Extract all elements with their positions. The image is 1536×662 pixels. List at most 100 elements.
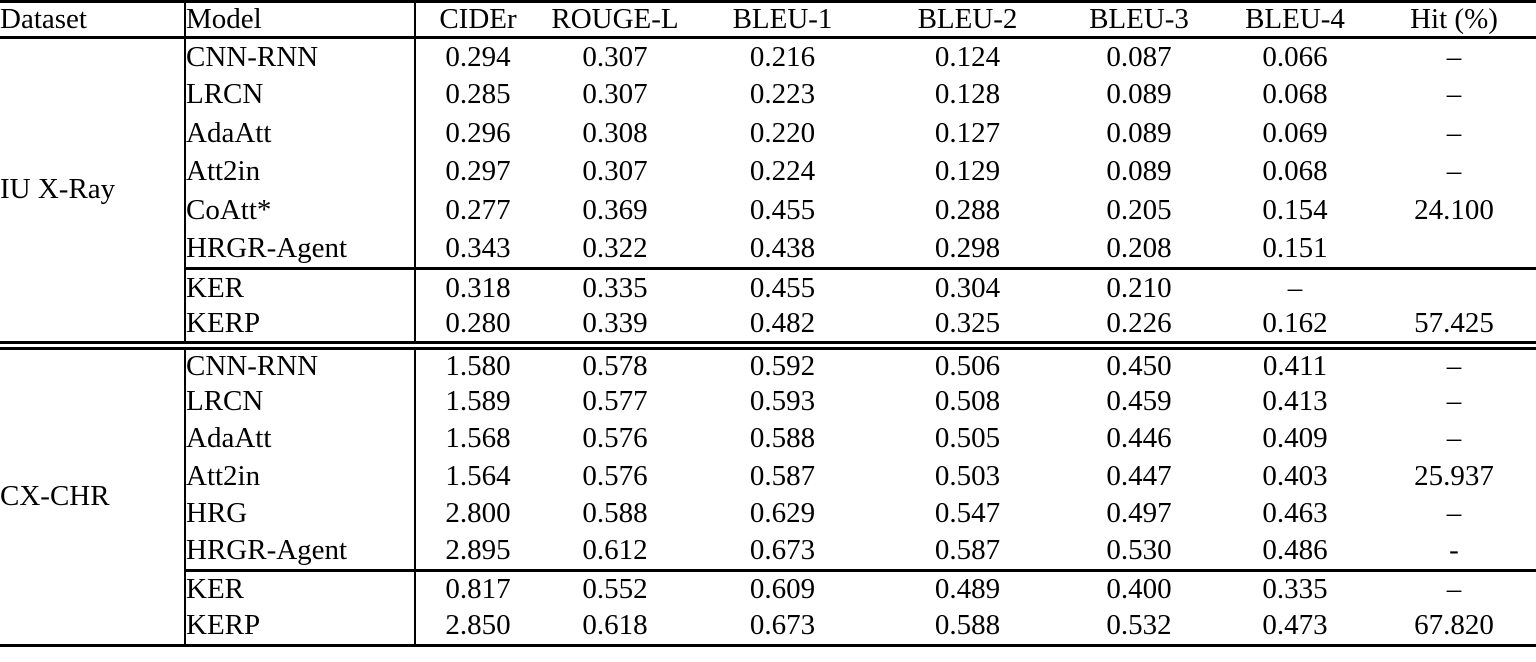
metric-cell: 0.224	[749, 155, 816, 188]
metric-cell: 0.532	[1106, 609, 1172, 642]
dataset-label: CX-CHR	[0, 341, 186, 646]
metric-cell: 2.850	[445, 609, 511, 642]
metric-cell: 0.455	[690, 267, 875, 307]
metric-cell: 0.089	[1106, 155, 1172, 188]
metric-cell: 1.568	[445, 422, 511, 455]
metric-cell: –	[1446, 384, 1462, 417]
metric-cell: 0.576	[582, 459, 648, 492]
section-cx-chr: CX-CHR CNN-RNN 1.580 0.578 0.592 0.506 0…	[0, 341, 1536, 646]
metric-cell: -	[1449, 534, 1459, 567]
model-cell: KERP	[185, 307, 416, 346]
metric-cell: –	[1372, 569, 1536, 608]
metric-cell: 0.588	[749, 422, 816, 455]
dataset-label: IU X-Ray	[0, 37, 186, 346]
metric-cell: 0.205	[1106, 193, 1172, 226]
header-row: Dataset Model CIDEr ROUGE-L BLEU-1 BLEU-…	[0, 1, 1536, 39]
metric-cell: 0.223	[749, 78, 816, 111]
model-cell: Att2in	[185, 153, 416, 192]
metric-cell: –	[1446, 155, 1462, 188]
table-row: AdaAtt 1.568 0.576 0.588 0.505 0.446 0.4…	[0, 420, 1536, 458]
metric-cell: –	[1446, 78, 1462, 111]
metric-cell: 0.459	[1106, 384, 1172, 417]
metric-cell: 0.335	[540, 267, 690, 307]
metric-cell: 0.162	[1262, 307, 1328, 340]
metric-cell: 0.297	[445, 155, 511, 188]
metric-cell: 0.400	[1060, 569, 1218, 608]
metric-cell: 0.413	[1262, 384, 1328, 417]
model-cell: Att2in	[185, 458, 416, 496]
metric-cell: 0.089	[1106, 78, 1172, 111]
metric-cell: 0.587	[934, 534, 1001, 567]
model-cell: LRCN	[185, 76, 416, 115]
metric-cell: 0.629	[749, 497, 816, 530]
metric-cell: 0.220	[749, 116, 816, 149]
metric-cell: 2.895	[445, 534, 511, 567]
model-cell: CoAtt*	[185, 191, 416, 230]
table-row: IU X-Ray CNN-RNN 0.294 0.307 0.216 0.124…	[0, 37, 1536, 346]
metric-cell: 0.343	[445, 231, 511, 264]
model-cell: CNN-RNN	[185, 341, 416, 383]
metric-cell: 0.588	[934, 609, 1001, 642]
metric-cell: 0.068	[1262, 155, 1328, 188]
results-table: Dataset Model CIDEr ROUGE-L BLEU-1 BLEU-…	[0, 0, 1536, 647]
metric-cell: 0.450	[1060, 341, 1218, 383]
metric-cell	[1372, 230, 1536, 269]
col-header-rouge-l: ROUGE-L	[540, 1, 690, 39]
metric-cell: 0.087	[1106, 40, 1172, 73]
metric-cell: –	[1446, 116, 1462, 149]
table-row: AdaAtt 0.296 0.308 0.220 0.127 0.089 0.0…	[0, 114, 1536, 153]
metric-cell: 0.089	[1106, 116, 1172, 149]
metric-cell: 0.473	[1262, 609, 1328, 642]
col-header-bleu-4: BLEU-4	[1218, 1, 1372, 39]
metric-cell: 0.066	[1262, 40, 1328, 73]
metric-cell: 0.129	[934, 155, 1001, 188]
metric-cell: 0.280	[445, 307, 511, 340]
metric-cell: 0.817	[415, 569, 540, 608]
metric-cell: 0.335	[1218, 569, 1372, 608]
section-iu-xray: IU X-Ray CNN-RNN 0.294 0.307 0.216 0.124…	[0, 37, 1536, 346]
metric-cell: 0.486	[1262, 534, 1328, 567]
table-row: LRCN 0.285 0.307 0.223 0.128 0.089 0.068…	[0, 76, 1536, 115]
metric-cell: 0.294	[445, 40, 511, 73]
model-cell: HRGR-Agent	[185, 533, 416, 571]
metric-cell: 0.489	[875, 569, 1060, 608]
metric-cell: 0.128	[934, 78, 1001, 111]
metric-cell: 0.508	[934, 384, 1001, 417]
metric-cell: 0.612	[582, 534, 648, 567]
metric-cell: 0.455	[749, 193, 816, 226]
metric-cell: 57.425	[1414, 307, 1494, 340]
metric-cell: 0.296	[445, 116, 511, 149]
metric-cell: 0.530	[1106, 534, 1172, 567]
col-header-hit: Hit (%)	[1372, 1, 1536, 39]
metric-cell: 0.497	[1106, 497, 1172, 530]
table-row: Att2in 0.297 0.307 0.224 0.129 0.089 0.0…	[0, 153, 1536, 192]
metric-cell: 0.577	[582, 384, 648, 417]
metric-cell: 0.325	[934, 307, 1001, 340]
metric-cell: 1.589	[445, 384, 511, 417]
model-cell: HRGR-Agent	[185, 230, 416, 269]
col-header-bleu-3: BLEU-3	[1060, 1, 1218, 39]
metric-cell: 0.576	[582, 422, 648, 455]
metric-cell: 0.506	[875, 341, 1060, 383]
metric-cell: 0.151	[1262, 231, 1328, 264]
metric-cell: 0.446	[1106, 422, 1172, 455]
metric-cell: 0.216	[749, 40, 816, 73]
table-row: CX-CHR CNN-RNN 1.580 0.578 0.592 0.506 0…	[0, 341, 1536, 646]
metric-cell: 0.127	[934, 116, 1001, 149]
metric-cell: –	[1372, 341, 1536, 383]
metric-cell: 0.322	[582, 231, 648, 264]
metric-cell: 0.298	[934, 231, 1001, 264]
metric-cell: 0.154	[1262, 193, 1328, 226]
table-row: KERP 0.280 0.339 0.482 0.325 0.226 0.162…	[0, 307, 1536, 346]
metric-cell: 0.068	[1262, 78, 1328, 111]
metric-cell: 0.210	[1060, 267, 1218, 307]
metric-cell: 0.618	[582, 609, 648, 642]
model-cell: KER	[185, 267, 416, 307]
metric-cell: 0.208	[1106, 231, 1172, 264]
table-row: Att2in 1.564 0.576 0.587 0.503 0.447 0.4…	[0, 458, 1536, 496]
metric-cell: 0.369	[582, 193, 648, 226]
table-row: HRGR-Agent 2.895 0.612 0.673 0.587 0.530…	[0, 533, 1536, 571]
metric-cell: 0.339	[582, 307, 648, 340]
table-row: HRG 2.800 0.588 0.629 0.547 0.497 0.463 …	[0, 495, 1536, 533]
metric-cell: 0.304	[875, 267, 1060, 307]
